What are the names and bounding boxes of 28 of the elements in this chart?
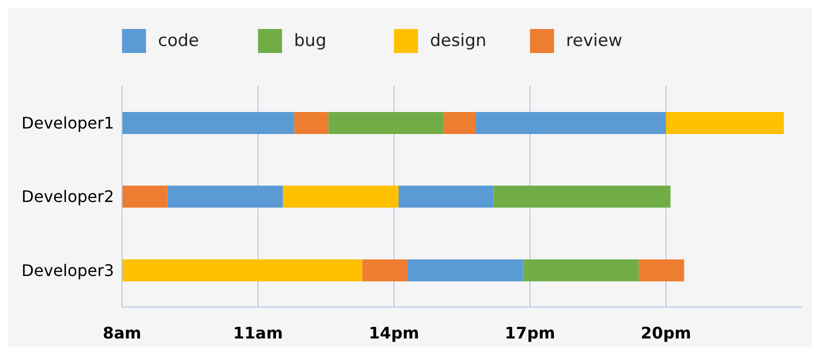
bar bbox=[167, 186, 283, 208]
x-tick-label: 17pm bbox=[504, 323, 556, 342]
bar bbox=[444, 112, 476, 134]
bar bbox=[523, 259, 639, 282]
bar bbox=[494, 186, 671, 208]
bar bbox=[476, 112, 666, 134]
bar bbox=[282, 186, 399, 208]
legend-label: design bbox=[430, 31, 486, 51]
y-tick-label: Developer1 bbox=[22, 114, 114, 133]
bar bbox=[294, 112, 328, 134]
legend-label: bug bbox=[294, 31, 326, 51]
legend-label: review bbox=[566, 31, 622, 51]
bar bbox=[398, 186, 494, 208]
bar bbox=[666, 112, 784, 134]
bar bbox=[122, 112, 294, 134]
x-tick-label: 8am bbox=[102, 323, 142, 342]
bar bbox=[122, 259, 362, 282]
legend-label: code bbox=[158, 31, 199, 51]
bar bbox=[122, 186, 168, 208]
bar bbox=[408, 259, 524, 282]
bar bbox=[362, 259, 408, 282]
x-tick-label: 11am bbox=[233, 323, 283, 342]
x-tick-label: 20pm bbox=[640, 323, 692, 342]
x-tick-label: 14pm bbox=[368, 323, 420, 342]
y-tick-label: Developer2 bbox=[22, 187, 114, 206]
y-tick-label: Developer3 bbox=[22, 260, 114, 280]
bar bbox=[328, 112, 444, 134]
bar bbox=[638, 259, 684, 282]
